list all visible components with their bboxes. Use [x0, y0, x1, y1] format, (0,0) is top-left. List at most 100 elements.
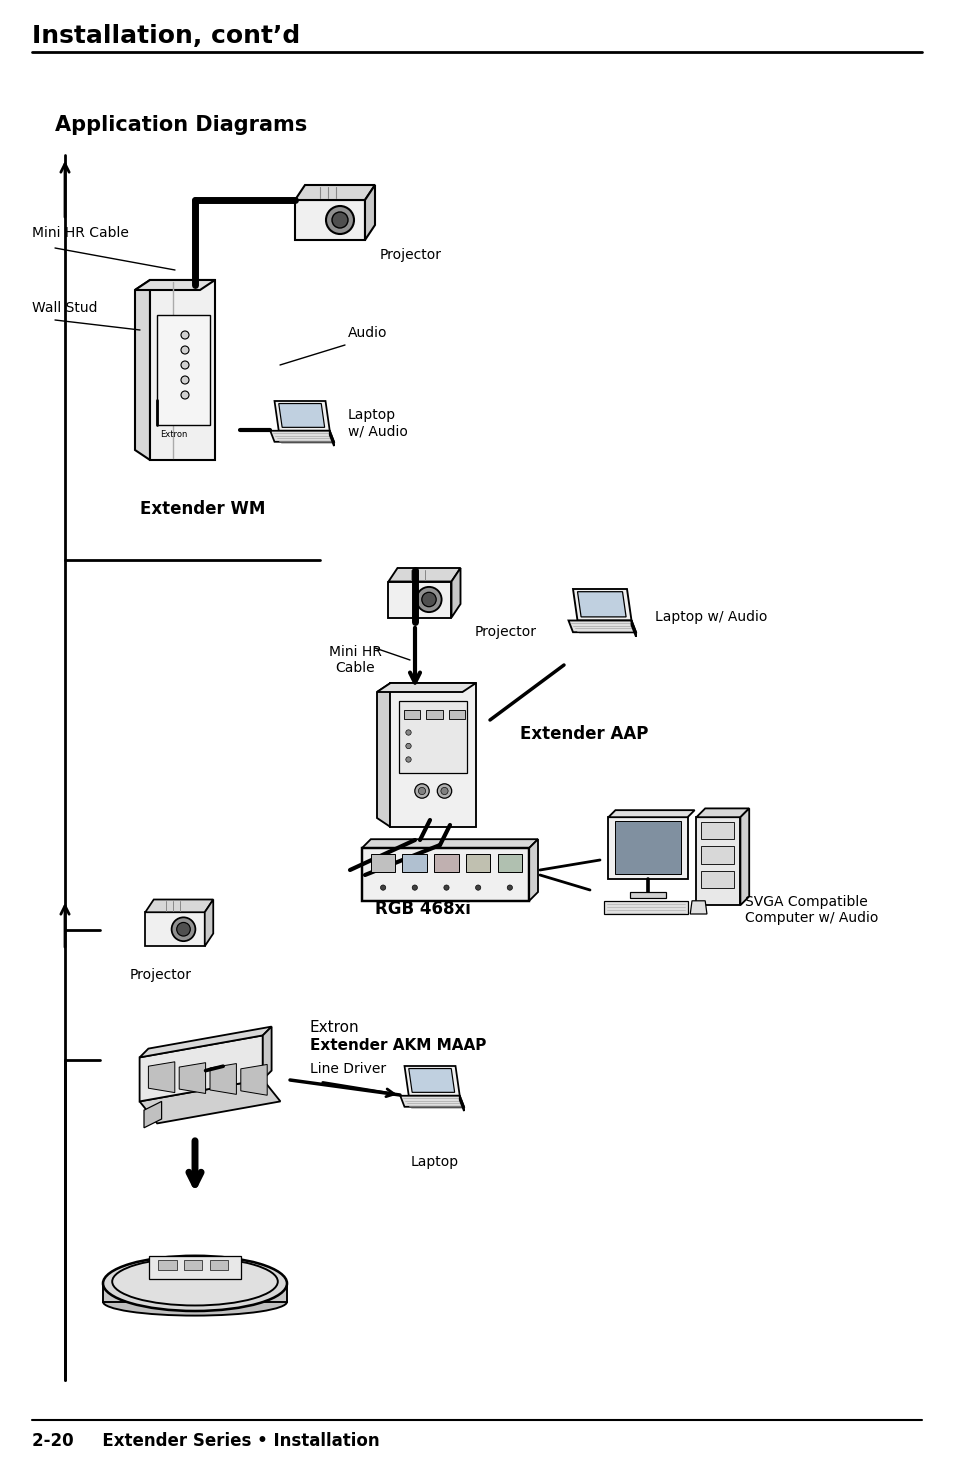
Bar [403, 709, 419, 718]
Polygon shape [615, 820, 679, 873]
Polygon shape [270, 431, 334, 442]
Bar [426, 709, 442, 718]
Text: Laptop: Laptop [411, 1155, 458, 1170]
Polygon shape [361, 848, 529, 901]
Polygon shape [135, 280, 214, 291]
Polygon shape [404, 1066, 459, 1096]
Polygon shape [145, 900, 213, 912]
Circle shape [507, 885, 512, 891]
Polygon shape [210, 1063, 236, 1094]
Bar [449, 709, 465, 718]
Circle shape [405, 757, 411, 763]
Polygon shape [365, 184, 375, 240]
Polygon shape [608, 817, 687, 879]
Circle shape [181, 361, 189, 369]
Polygon shape [573, 589, 631, 621]
Text: Audio: Audio [348, 326, 387, 341]
Circle shape [332, 212, 348, 229]
Polygon shape [696, 817, 740, 906]
Bar [371, 854, 395, 872]
Bar [700, 870, 734, 888]
Circle shape [440, 788, 448, 795]
Ellipse shape [103, 1288, 287, 1316]
Text: Laptop w/ Audio: Laptop w/ Audio [655, 611, 766, 624]
Polygon shape [330, 431, 334, 445]
Polygon shape [294, 201, 365, 240]
Bar [158, 1261, 176, 1270]
Polygon shape [149, 1062, 174, 1093]
Text: Application Diagrams: Application Diagrams [55, 115, 307, 136]
Polygon shape [150, 280, 214, 460]
Circle shape [421, 593, 436, 606]
Circle shape [416, 587, 441, 612]
Circle shape [412, 885, 417, 891]
Bar [434, 854, 458, 872]
Circle shape [181, 376, 189, 384]
Polygon shape [388, 581, 451, 618]
Circle shape [326, 207, 354, 235]
Text: Extron: Extron [160, 431, 187, 440]
Polygon shape [740, 808, 748, 906]
Polygon shape [139, 1035, 262, 1102]
Text: Extron: Extron [310, 1021, 359, 1035]
Polygon shape [294, 184, 375, 201]
Polygon shape [630, 892, 665, 898]
Ellipse shape [112, 1258, 277, 1305]
Polygon shape [262, 1027, 272, 1080]
Bar [184, 1261, 202, 1270]
Bar [700, 822, 734, 839]
Polygon shape [149, 1255, 241, 1279]
Text: Laptop
w/ Audio: Laptop w/ Audio [348, 409, 408, 438]
Polygon shape [157, 316, 210, 425]
Polygon shape [145, 912, 205, 947]
Polygon shape [459, 1096, 463, 1111]
Text: Wall Stud: Wall Stud [32, 301, 97, 316]
Text: Installation, cont’d: Installation, cont’d [32, 24, 300, 49]
Polygon shape [139, 1080, 280, 1124]
Bar [210, 1261, 228, 1270]
Circle shape [380, 885, 385, 891]
Polygon shape [399, 701, 467, 773]
Text: Line Driver: Line Driver [310, 1062, 386, 1075]
Polygon shape [408, 1068, 455, 1093]
Polygon shape [631, 621, 636, 637]
Polygon shape [690, 901, 706, 914]
Circle shape [436, 783, 451, 798]
Polygon shape [179, 1062, 206, 1093]
Circle shape [181, 330, 189, 339]
Text: Extender WM: Extender WM [140, 500, 265, 518]
Polygon shape [144, 1102, 161, 1128]
Circle shape [415, 783, 429, 798]
Circle shape [181, 391, 189, 400]
Bar [700, 847, 734, 864]
Circle shape [176, 922, 190, 937]
Polygon shape [135, 280, 150, 460]
Polygon shape [139, 1027, 272, 1058]
Polygon shape [696, 808, 748, 817]
Polygon shape [274, 401, 330, 431]
Polygon shape [451, 568, 460, 618]
Polygon shape [608, 810, 694, 817]
Text: Extender AKM MAAP: Extender AKM MAAP [310, 1038, 486, 1053]
Circle shape [418, 788, 425, 795]
Text: Mini HR Cable: Mini HR Cable [32, 226, 129, 240]
Polygon shape [205, 900, 213, 947]
Circle shape [172, 917, 195, 941]
Circle shape [475, 885, 480, 891]
Text: 2-20     Extender Series • Installation: 2-20 Extender Series • Installation [32, 1432, 379, 1450]
Polygon shape [529, 839, 537, 901]
Text: SVGA Compatible
Computer w/ Audio: SVGA Compatible Computer w/ Audio [744, 895, 878, 925]
Polygon shape [390, 683, 476, 827]
Polygon shape [376, 683, 390, 827]
Polygon shape [278, 404, 324, 428]
Text: Projector: Projector [475, 625, 537, 639]
Bar [402, 854, 427, 872]
Bar [465, 854, 490, 872]
Circle shape [181, 347, 189, 354]
Polygon shape [361, 839, 537, 848]
Text: Mini HR
Cable: Mini HR Cable [328, 645, 381, 676]
Text: RGB 468xi: RGB 468xi [375, 900, 471, 917]
Polygon shape [577, 591, 625, 617]
Polygon shape [103, 1283, 287, 1302]
Text: Projector: Projector [379, 248, 441, 263]
